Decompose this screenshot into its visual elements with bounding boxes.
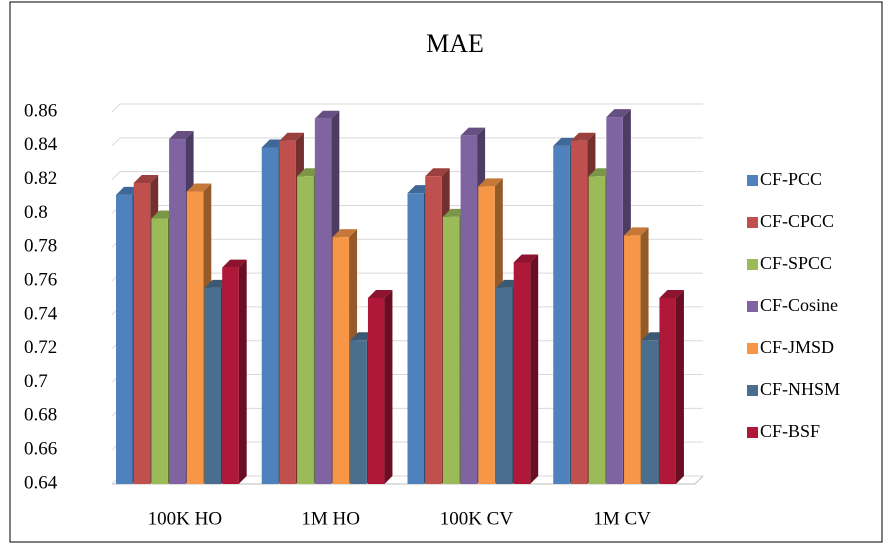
legend-label: CF-NHSM <box>760 379 840 399</box>
bar-front <box>279 141 296 484</box>
bar-side <box>239 260 247 484</box>
bar-front <box>169 139 186 484</box>
y-tick-label: 0.84 <box>24 134 58 155</box>
bar-front <box>333 237 350 484</box>
bar-front <box>589 176 606 484</box>
y-tick-label: 0.86 <box>24 100 57 121</box>
x-tick-label: 1M CV <box>593 508 651 529</box>
bar-front <box>297 176 314 484</box>
bar <box>514 254 539 484</box>
bar-front <box>443 217 460 484</box>
legend-swatch <box>747 385 758 396</box>
bar-front <box>116 195 133 484</box>
y-tick-label: 0.78 <box>24 236 57 257</box>
x-tick-label: 1M HO <box>301 508 360 529</box>
legend-label: CF-JMSD <box>760 337 834 357</box>
y-tick-label: 0.74 <box>24 303 58 324</box>
bar-front <box>408 193 425 484</box>
bar-front <box>205 288 222 484</box>
bar <box>222 260 247 484</box>
legend-label: CF-CPCC <box>760 211 834 231</box>
legend-swatch <box>747 301 758 312</box>
bar-front <box>514 262 531 484</box>
y-tick-label: 0.76 <box>24 269 57 290</box>
legend-label: CF-Cosine <box>760 295 838 315</box>
bar-front <box>659 298 676 484</box>
y-tick-label: 0.64 <box>24 472 58 493</box>
legend-label: CF-BSF <box>760 421 820 441</box>
legend-label: CF-SPCC <box>760 253 832 273</box>
bar-front <box>624 235 641 484</box>
bar-front <box>315 119 332 484</box>
bar-front <box>350 340 367 484</box>
y-tick-label: 0.82 <box>24 168 57 189</box>
legend-swatch <box>747 217 758 228</box>
bar-front <box>496 288 513 484</box>
bar <box>368 290 393 484</box>
legend-label: CF-PCC <box>760 169 822 189</box>
bar-front <box>571 141 588 484</box>
bar-front <box>187 191 204 484</box>
bar-front <box>151 219 168 484</box>
bar-front <box>478 186 495 484</box>
bar-front <box>425 176 442 484</box>
bar-front <box>461 136 478 484</box>
chart-title: MAE <box>426 29 484 58</box>
legend-swatch <box>747 259 758 270</box>
y-tick-label: 0.7 <box>24 371 48 392</box>
bar-front <box>262 148 279 484</box>
y-tick-label: 0.72 <box>24 337 57 358</box>
y-tick-label: 0.68 <box>24 405 57 426</box>
x-tick-label: 100K CV <box>440 508 514 529</box>
legend-swatch <box>747 175 758 186</box>
legend-swatch <box>747 427 758 438</box>
bar-side <box>530 254 538 484</box>
bar-front <box>368 298 385 484</box>
x-tick-label: 100K HO <box>148 508 222 529</box>
chart: MAE 0.64 0.66 0.68 0.7 0.72 0.74 0.76 0.78 0.8 0.… <box>0 0 885 544</box>
bar <box>659 290 684 484</box>
bar-side <box>384 290 392 484</box>
bar-front <box>642 340 659 484</box>
bar-side <box>676 290 684 484</box>
bar-front <box>553 146 570 484</box>
y-tick-label: 0.66 <box>24 439 57 460</box>
bar-front <box>222 268 239 484</box>
y-tick-label: 0.8 <box>24 202 48 223</box>
bar-front <box>134 183 151 484</box>
bar-front <box>606 117 623 484</box>
legend-swatch <box>747 343 758 354</box>
